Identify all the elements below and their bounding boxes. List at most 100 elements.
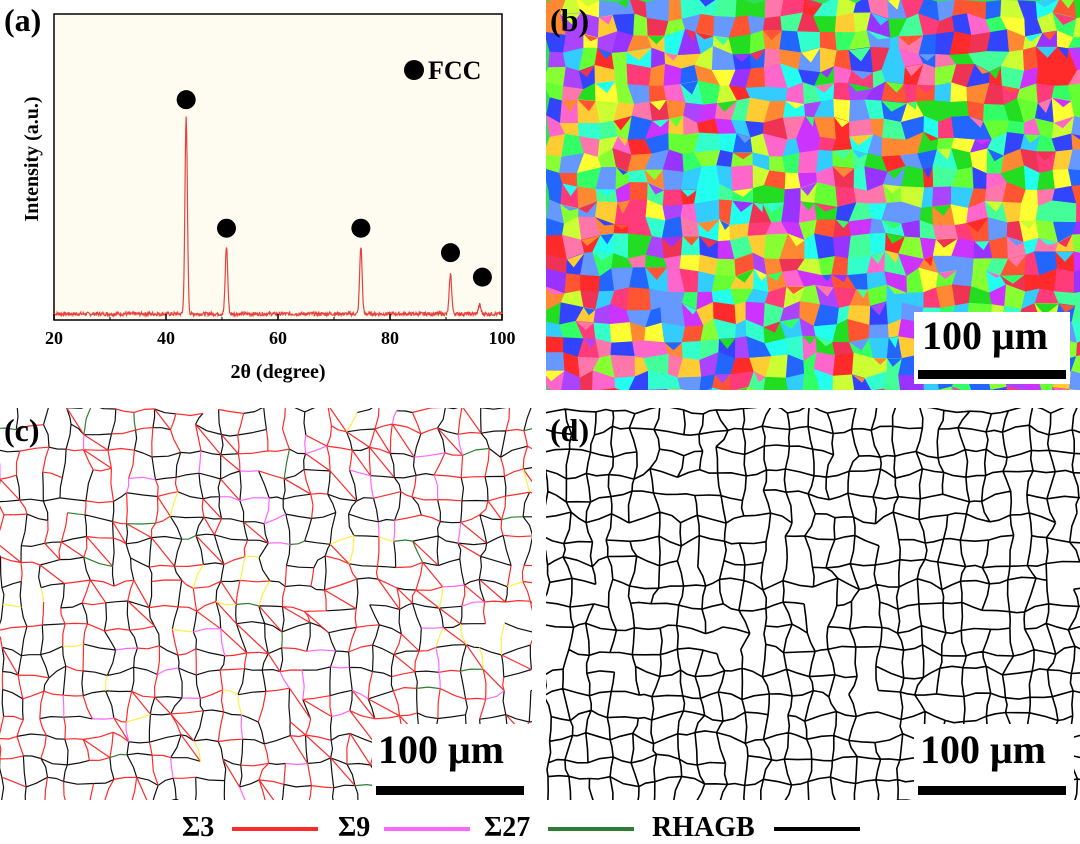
ebsd-twin [1038,238,1059,245]
ebsd-twin [849,134,874,146]
ebsd-twin [1054,116,1075,129]
ebsd-grain [762,16,783,32]
ebsd-twin [1052,12,1077,26]
ebsd-twin [595,217,615,226]
ebsd-grain [1071,305,1080,323]
ebsd-grain [714,258,737,277]
ebsd-twin [986,271,1001,278]
legend-fcc-marker [404,60,424,80]
ebsd-grain [1067,69,1080,86]
ebsd-twin [618,136,628,146]
ebsd-twin [647,182,665,195]
ebsd-twin [985,201,1003,212]
ebsd-twin [750,48,766,61]
legend-sigma3-label: Σ3 [182,812,215,843]
ebsd-twin [1002,86,1020,93]
ebsd-twin [644,169,663,180]
ebsd-twin [852,149,868,159]
fcc-peak-marker-1 [176,90,196,110]
ebsd-twin [924,256,934,267]
ebsd-grain [614,387,620,390]
ebsd-twin [887,166,906,180]
ebsd-twin [923,132,939,141]
ebsd-grain [783,187,802,203]
ebsd-twin [715,374,731,384]
ebsd-grain [730,165,754,192]
ebsd-twin [560,204,579,211]
ebsd-twin [968,116,984,128]
ebsd-twin [763,321,781,333]
legend-sigma9-label: Σ9 [338,812,371,843]
ebsd-twin [886,233,905,244]
ebsd-twin [546,370,565,382]
ebsd-grain [614,376,636,390]
ebsd-twin [1004,306,1022,316]
ebsd-grain [1068,370,1080,390]
ebsd-grain [1073,0,1080,19]
ebsd-twin [1061,0,1074,9]
legend-rhagb-line [774,827,860,831]
ebsd-grain [834,12,856,33]
ebsd-twin [562,99,578,113]
ebsd-grain [579,274,601,292]
ebsd-grain [728,34,752,56]
ebsd-twin [579,0,600,7]
ebsd-twin [848,47,871,62]
ebsd-grain [579,370,594,390]
ebsd-twin [780,318,800,329]
x-axis-label: 2θ (degree) [230,361,325,383]
legend-fcc-label: FCC [428,56,481,85]
ebsd-twin [870,12,889,26]
ebsd-twin [974,241,990,251]
ebsd-twin [613,115,632,131]
ebsd-twin [735,269,755,283]
ebsd-twin [881,100,908,112]
ebsd-grain [1071,116,1080,136]
ebsd-twin [1036,151,1057,161]
ebsd-twin [617,200,631,215]
ebsd-twin [1052,97,1072,108]
ebsd-twin [966,217,989,233]
fcc-peak-marker-3 [351,218,371,238]
ebsd-twin [652,119,670,128]
ebsd-twin [754,371,766,383]
ebsd-grain [847,233,872,259]
ebsd-twin [1036,0,1058,8]
ebsd-twin [699,236,719,248]
panel-d: (d) 100 μm [546,408,1080,800]
ebsd-grain [747,386,757,390]
legend-rhagb-label: RHAGB [652,812,755,843]
ebsd-twin [821,274,832,282]
ebsd-twin [817,352,836,365]
ebsd-twin [597,48,612,59]
ebsd-twin [754,269,767,281]
fcc-peak-marker-5 [472,267,492,287]
ebsd-twin [1071,133,1080,140]
ebsd-grain [832,235,852,259]
ebsd-twin [885,250,899,264]
ebsd-twin [765,377,787,384]
ebsd-grain [561,370,582,390]
y-axis-label: Intensity (a.u.) [21,96,43,221]
ebsd-grain [599,388,616,390]
ebsd-twin [989,66,1001,79]
ebsd-twin [805,0,823,8]
ebsd-twin [719,219,730,230]
ebsd-twin [814,203,838,212]
ebsd-grain [868,324,890,339]
ebsd-grain [990,386,1008,390]
ebsd-grain [628,370,649,390]
scalebar-c-label: 100 μm [378,727,504,772]
ebsd-twin [583,307,596,316]
ebsd-twin [753,202,763,213]
ebsd-twin [871,250,886,264]
ebsd-twin [548,389,552,390]
ebsd-twin [719,338,736,349]
ebsd-grain [874,388,885,390]
fcc-peak-marker-4 [440,243,460,263]
ebsd-twin [733,152,753,160]
ebsd-grain [938,386,953,390]
ebsd-twin [785,101,805,109]
ebsd-grain [1071,185,1080,205]
ebsd-twin [649,99,667,111]
